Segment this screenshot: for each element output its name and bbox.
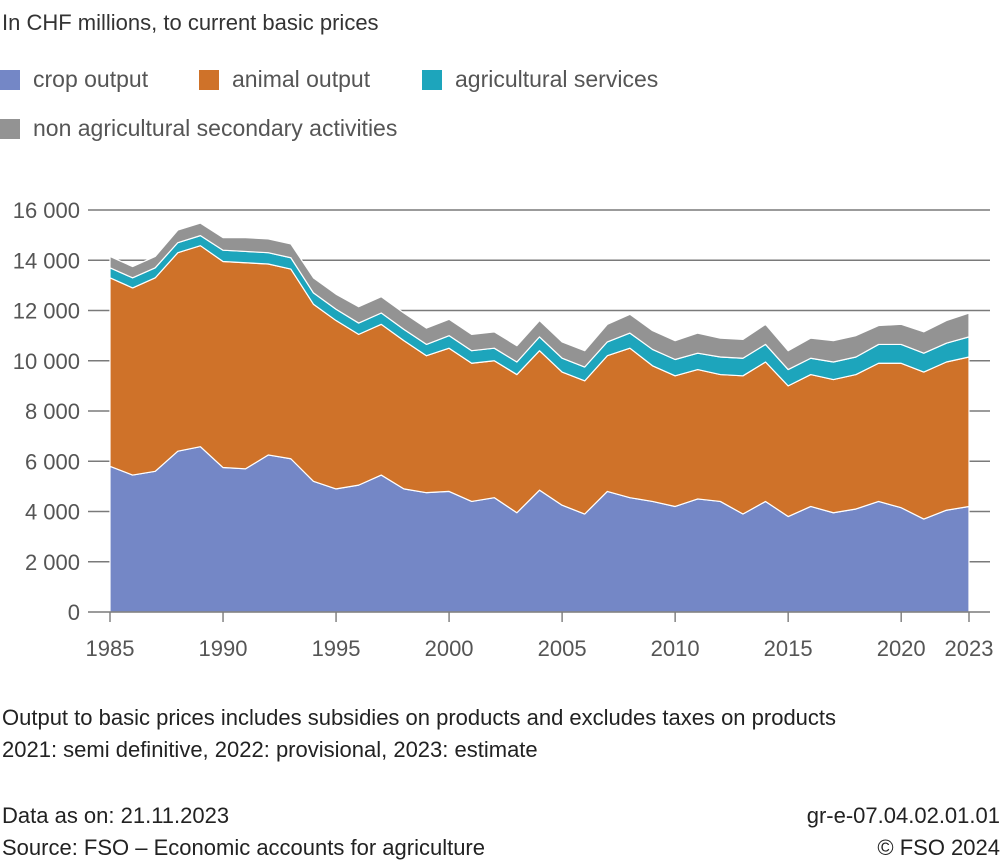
legend-swatch-non-agricultural-secondary <box>0 118 20 139</box>
footer-right: gr-e-07.04.02.01.01 © FSO 2024 <box>807 800 1000 864</box>
y-tick-label: 6 000 <box>25 449 80 474</box>
legend-label-crop-output: crop output <box>33 66 149 92</box>
legend-label-non-agricultural-secondary: non agricultural secondary activities <box>33 115 398 141</box>
chart-notes: Output to basic prices includes subsidie… <box>2 702 836 766</box>
footer-left: Data as on: 21.11.2023 Source: FSO – Eco… <box>2 800 485 864</box>
chart-subtitle: In CHF millions, to current basic prices <box>2 10 379 35</box>
y-tick-label: 2 000 <box>25 550 80 575</box>
legend-label-animal-output: animal output <box>232 66 371 92</box>
area-series <box>109 222 970 613</box>
x-tick-label: 2023 <box>945 636 994 661</box>
area-non-agricultural-secondary-activities[interactable] <box>109 222 970 371</box>
y-tick-label: 8 000 <box>25 399 80 424</box>
legend-item-animal-output[interactable]: animal output <box>199 66 370 93</box>
y-tick-label: 0 <box>68 600 80 625</box>
legend-swatch-crop-output <box>0 69 20 90</box>
y-tick-label: 16 000 <box>13 198 80 223</box>
copyright: © FSO 2024 <box>877 835 1000 860</box>
y-tick-label: 4 000 <box>25 500 80 525</box>
x-tick-label: 2015 <box>764 636 813 661</box>
x-tick-label: 2020 <box>877 636 926 661</box>
legend-swatch-agricultural-services <box>422 69 442 90</box>
source-text: Source: FSO – Economic accounts for agri… <box>2 835 485 860</box>
x-tick-label: 2000 <box>425 636 474 661</box>
y-tick-label: 12 000 <box>13 299 80 324</box>
legend-item-crop-output[interactable]: crop output <box>0 66 148 93</box>
note-basic-prices: Output to basic prices includes subsidie… <box>2 705 837 730</box>
legend-item-non-agricultural-secondary[interactable]: non agricultural secondary activities <box>0 115 397 142</box>
stacked-area-chart: 0 2 000 4 000 6 000 8 000 10 000 12 000 14 000 1… <box>13 198 994 661</box>
x-tick-label: 2005 <box>538 636 587 661</box>
legend-swatch-animal-output <box>199 69 219 90</box>
legend-item-agricultural-services[interactable]: agricultural services <box>422 66 658 93</box>
y-tick-label: 14 000 <box>13 248 80 273</box>
x-tick-label: 2010 <box>651 636 700 661</box>
data-as-on: Data as on: 21.11.2023 <box>2 803 230 828</box>
y-tick-label: 10 000 <box>13 349 80 374</box>
x-tick-label: 1985 <box>86 636 135 661</box>
x-tick-label: 1990 <box>199 636 248 661</box>
axes: 0 2 000 4 000 6 000 8 000 10 000 12 000 14 000 1… <box>13 198 994 661</box>
x-tick-label: 1995 <box>312 636 361 661</box>
legend-label-agricultural-services: agricultural services <box>455 66 659 92</box>
note-data-status: 2021: semi definitive, 2022: provisional… <box>2 737 538 762</box>
chart-code: gr-e-07.04.02.01.01 <box>806 803 1000 828</box>
